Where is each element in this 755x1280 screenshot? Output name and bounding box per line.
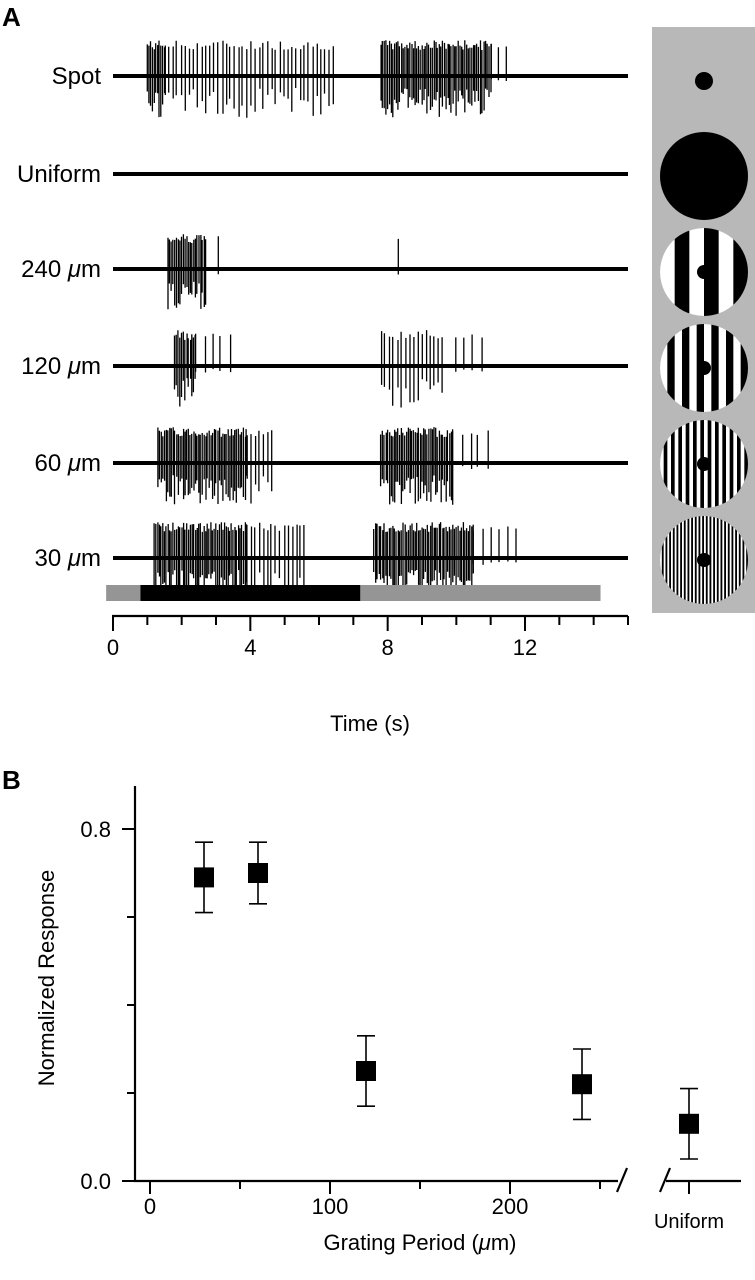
trace-label-mu: μ (67, 545, 81, 572)
spikes (157, 427, 489, 505)
data-marker (356, 1061, 376, 1081)
grating-center-spot (697, 265, 711, 279)
axis-break (658, 1167, 672, 1193)
panel-a-letter: A (2, 2, 21, 32)
data-marker (248, 863, 268, 883)
time-axis-label: Time (s) (330, 711, 410, 736)
trace-label: 60 μm (34, 450, 101, 477)
trace-label: 120 μm (21, 353, 101, 380)
trace-label-mu: μ (67, 353, 81, 380)
trace-label-value: 120 (21, 353, 68, 380)
trace-label-unit: m (81, 353, 101, 380)
data-marker (679, 1113, 699, 1134)
trace-label: 30 μm (34, 545, 101, 572)
data-point (194, 841, 214, 914)
trace-label-unit: m (81, 256, 101, 283)
stimulus-inset (652, 27, 755, 613)
data-point (572, 1048, 592, 1121)
x-tick-label: 100 (312, 1194, 349, 1219)
uniform-stimulus (660, 132, 748, 220)
spike-train (113, 40, 628, 118)
trace-label-value: 60 (34, 450, 67, 477)
data-marker (194, 867, 214, 888)
trace-label-unit: m (81, 450, 101, 477)
x-tick-label: 0 (144, 1194, 156, 1219)
time-axis: 0 4 8 12 (107, 614, 629, 660)
data-marker (572, 1074, 592, 1095)
inset-background (652, 27, 755, 613)
spike-train (113, 330, 628, 408)
x-tick-label: 4 (244, 635, 256, 660)
trace-label: Spot (52, 63, 102, 90)
panel-b-letter: B (2, 765, 21, 795)
response-points (194, 841, 699, 1160)
trace-label: 240 μm (21, 256, 101, 283)
y-tick-label: 0.0 (80, 1169, 111, 1194)
spike-train (113, 427, 628, 505)
panel-b: 0.0 0.8 0 100 200 Uniform Grating Period (μm)… (34, 786, 741, 1255)
x-tick-label: 200 (492, 1194, 529, 1219)
spot-stimulus (695, 72, 713, 90)
trace-label-unit: m (81, 545, 101, 572)
x-tick-label: 12 (513, 635, 537, 660)
spikes (146, 40, 507, 118)
stimulus-black (140, 585, 361, 601)
axis-break (615, 1167, 629, 1193)
x-axis-label: Grating Period (μm) (323, 1230, 516, 1255)
data-point-uniform (679, 1087, 699, 1160)
y-tick-label: 0.8 (80, 817, 111, 842)
spikes (167, 234, 399, 310)
stimulus-bar (106, 585, 601, 601)
grating-center-spot (697, 553, 711, 567)
spike-train (113, 234, 628, 310)
response-axes: 0.0 0.8 0 100 200 Uniform (80, 786, 741, 1233)
trace-label: Uniform (17, 161, 101, 188)
x-tick-label: 0 (107, 635, 119, 660)
trace-label-mu: μ (67, 256, 81, 283)
spikes (173, 330, 483, 408)
trace-label-value: 240 (21, 256, 68, 283)
x-tick-label: 8 (382, 635, 394, 660)
data-point (248, 841, 268, 905)
spike-train (113, 522, 628, 600)
spike-traces (113, 40, 628, 600)
spikes (153, 522, 517, 600)
x-tick-label-uniform: Uniform (654, 1211, 724, 1233)
trace-label-value: 30 (34, 545, 67, 572)
trace-label-mu: μ (67, 450, 81, 477)
grating-center-spot (697, 457, 711, 471)
data-point (356, 1035, 376, 1107)
y-axis-label: Normalized Response (34, 870, 59, 1086)
grating-center-spot (697, 361, 711, 375)
